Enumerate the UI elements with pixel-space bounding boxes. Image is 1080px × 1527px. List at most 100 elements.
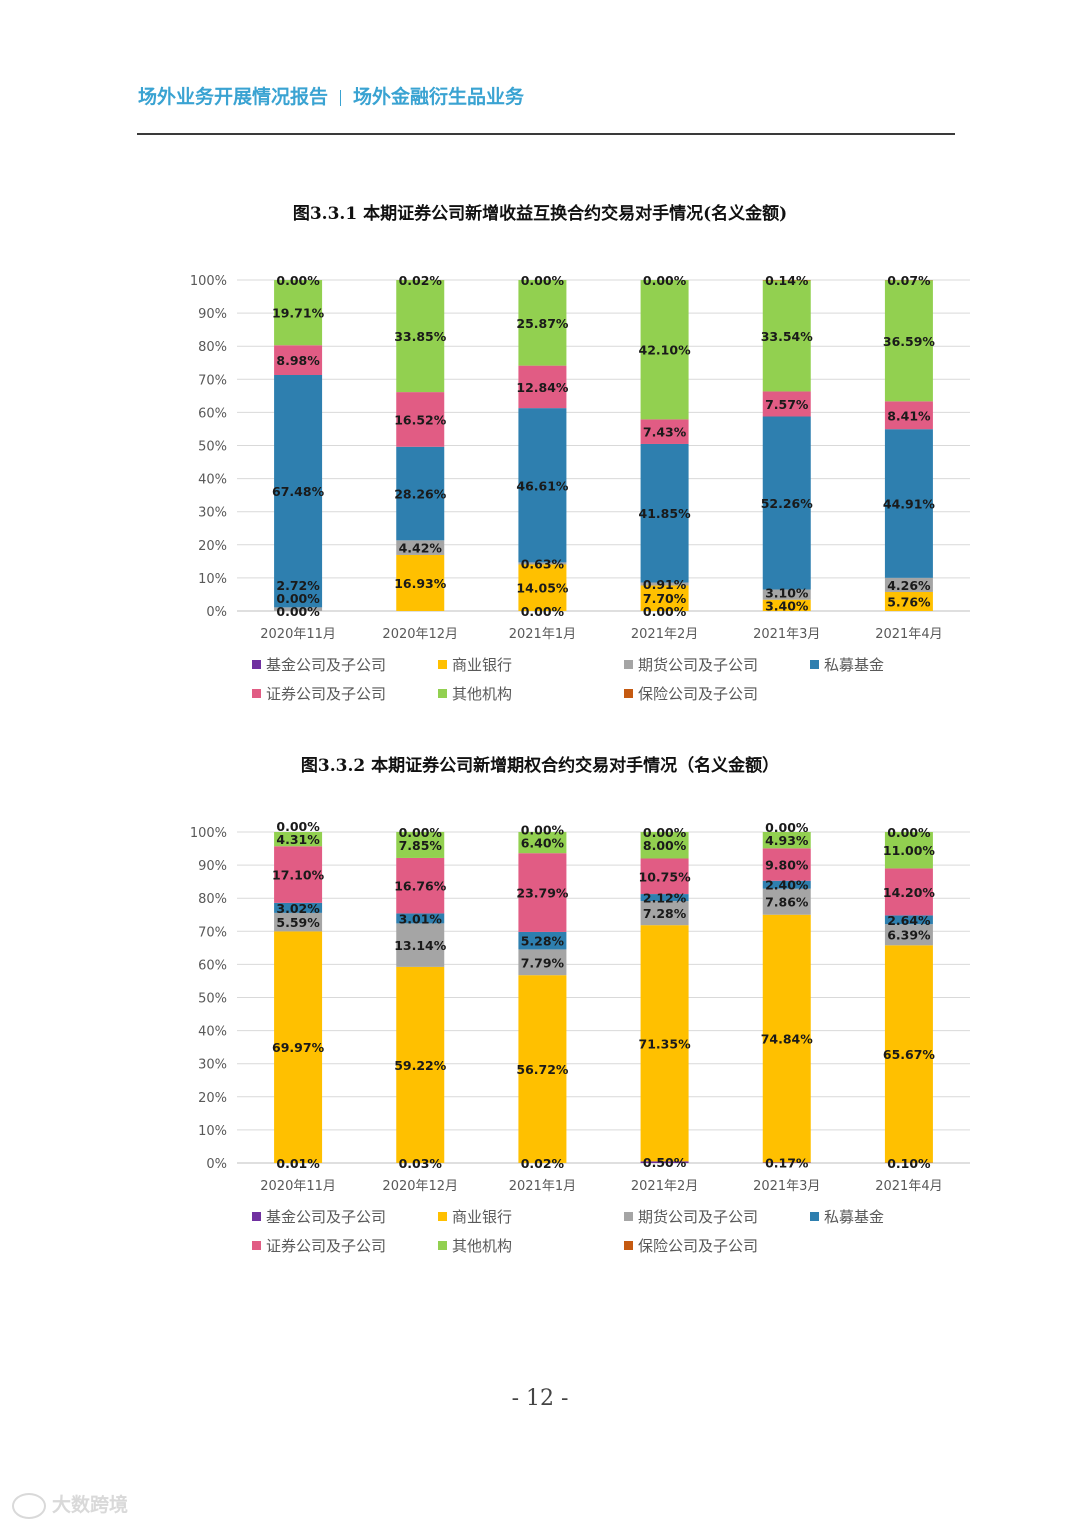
- y-tick-label: 90%: [198, 307, 227, 322]
- legend-label: 保险公司及子公司: [638, 1237, 758, 1255]
- data-label: 7.57%: [765, 397, 809, 412]
- legend-swatch: [438, 689, 447, 698]
- data-label: 0.02%: [399, 273, 443, 288]
- data-label: 33.54%: [761, 329, 814, 344]
- bar-segment: [640, 582, 689, 586]
- bar-segment: [762, 1162, 811, 1163]
- bar-segment: [762, 280, 811, 392]
- data-label: 16.52%: [394, 412, 447, 427]
- data-label: 8.41%: [887, 408, 931, 423]
- x-tick-label: 2021年2月: [631, 627, 698, 642]
- legend-label: 保险公司及子公司: [638, 685, 758, 703]
- data-label: 2.72%: [276, 578, 320, 593]
- y-tick-label: 20%: [198, 539, 227, 554]
- bar-segment: [518, 365, 567, 409]
- data-label: 7.86%: [765, 895, 809, 910]
- bar-segment: [884, 280, 933, 402]
- data-label: 2.64%: [887, 913, 931, 928]
- bar-segment: [640, 1161, 689, 1163]
- data-label: 69.97%: [272, 1040, 325, 1055]
- bar-segment: [274, 846, 323, 903]
- data-label: 44.91%: [883, 497, 936, 512]
- data-label: 7.85%: [399, 838, 443, 853]
- bar-segment: [396, 446, 445, 541]
- data-label: 52.26%: [761, 496, 814, 511]
- legend-swatch: [252, 660, 261, 669]
- data-label: 0.00%: [521, 604, 565, 619]
- bar-segment: [396, 913, 445, 924]
- report-header: 场外业务开展情况报告 场外金融衍生品业务: [138, 82, 524, 109]
- bar-segment: [762, 589, 811, 600]
- data-label: 8.00%: [643, 838, 687, 853]
- data-label: 0.14%: [765, 273, 809, 288]
- data-label: 4.42%: [399, 541, 443, 556]
- bar-segment: [884, 915, 933, 925]
- data-label: 6.40%: [521, 836, 565, 851]
- bar-segment: [884, 591, 933, 611]
- data-label: 3.01%: [399, 911, 443, 926]
- data-label: 5.28%: [521, 934, 565, 949]
- legend-label: 商业银行: [452, 656, 512, 674]
- data-label: 3.02%: [276, 901, 320, 916]
- data-label: 19.71%: [272, 306, 325, 321]
- x-tick-label: 2020年11月: [260, 627, 336, 642]
- data-label: 17.10%: [272, 868, 325, 883]
- legend-swatch: [438, 1241, 447, 1250]
- data-label: 41.85%: [639, 506, 692, 521]
- watermark-logo-icon: [12, 1492, 46, 1519]
- bar-segment: [762, 416, 811, 590]
- bar-segment: [762, 880, 811, 889]
- legend-label: 基金公司及子公司: [266, 1208, 386, 1226]
- bar-segment: [518, 562, 567, 565]
- bar-segment: [640, 280, 689, 420]
- y-tick-label: 50%: [198, 440, 227, 455]
- bar-segment: [518, 975, 567, 1163]
- legend-swatch: [438, 660, 447, 669]
- bar-segment: [396, 280, 445, 393]
- x-tick-label: 2021年4月: [875, 627, 942, 642]
- legend-swatch: [810, 660, 819, 669]
- data-label: 0.01%: [276, 1156, 320, 1171]
- legend-swatch: [624, 660, 633, 669]
- y-tick-label: 90%: [198, 859, 227, 874]
- data-label: 12.84%: [516, 380, 569, 395]
- data-label: 33.85%: [394, 329, 447, 344]
- bar-segment: [518, 408, 567, 563]
- data-label: 2.12%: [643, 891, 687, 906]
- bar-segment: [274, 280, 323, 346]
- data-label: 74.84%: [761, 1032, 814, 1047]
- data-label: 0.00%: [276, 819, 320, 834]
- data-label: 7.79%: [521, 955, 565, 970]
- legend-label: 期货公司及子公司: [638, 1208, 758, 1226]
- header-divider: [137, 133, 955, 135]
- data-label: 8.98%: [276, 353, 320, 368]
- bar-segment: [762, 599, 811, 611]
- data-label: 59.22%: [394, 1058, 447, 1073]
- data-label: 0.50%: [643, 1155, 687, 1170]
- data-label: 7.43%: [643, 425, 687, 440]
- x-tick-label: 2021年3月: [753, 1179, 820, 1194]
- data-label: 3.40%: [765, 598, 809, 613]
- bar-segment: [396, 966, 445, 1163]
- bar-segment: [884, 429, 933, 578]
- bar-segment: [640, 858, 689, 895]
- data-label: 0.00%: [887, 825, 931, 840]
- data-label: 0.00%: [276, 591, 320, 606]
- data-label: 0.07%: [887, 273, 931, 288]
- bar-segment: [274, 374, 323, 608]
- watermark: 大数跨境: [12, 1490, 128, 1519]
- bar-segment: [762, 832, 811, 849]
- data-label: 0.63%: [521, 556, 565, 571]
- bar-segment: [762, 914, 811, 1163]
- data-label: 65.67%: [883, 1047, 936, 1062]
- data-label: 14.20%: [883, 885, 936, 900]
- bar-segment: [884, 945, 933, 1163]
- header-section-title: 场外金融衍生品业务: [353, 86, 525, 108]
- x-tick-label: 2020年12月: [382, 627, 458, 642]
- chart-title-income-swap: 图3.3.1 本期证券公司新增收益互换合约交易对手情况(名义金额): [292, 204, 788, 224]
- legend-label: 私募基金: [824, 1208, 884, 1226]
- chart-title-options: 图3.3.2 本期证券公司新增期权合约交易对手情况（名义金额）: [300, 756, 780, 776]
- data-label: 0.00%: [276, 273, 320, 288]
- bar-segment: [640, 832, 689, 859]
- bar-segment: [884, 401, 933, 430]
